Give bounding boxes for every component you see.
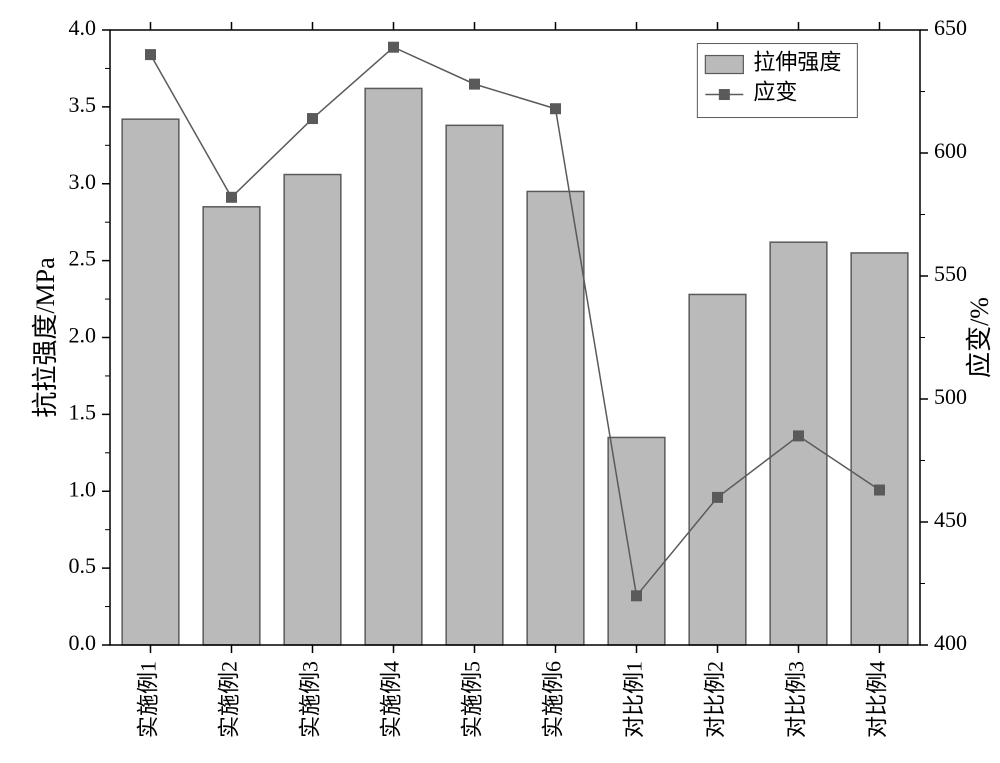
yleft-tick-label: 3.5 (69, 92, 97, 117)
bars-group (122, 88, 908, 645)
yright-tick-label: 550 (934, 261, 967, 286)
yleft-tick-label: 0.5 (69, 553, 97, 578)
line-marker (389, 42, 399, 52)
line-marker (794, 431, 804, 441)
legend-line-marker (719, 90, 729, 100)
yleft-tick-label: 2.5 (69, 246, 97, 271)
x-tick-label: 对比例2 (703, 661, 728, 738)
x-tick-label: 实施例5 (460, 661, 485, 738)
bar (365, 88, 422, 645)
line-marker (713, 492, 723, 502)
bar (284, 175, 341, 645)
yright-tick-label: 600 (934, 138, 967, 163)
bar (689, 294, 746, 645)
line-marker (470, 79, 480, 89)
yleft-tick-label: 1.0 (69, 476, 97, 501)
x-tick-label: 实施例3 (298, 661, 323, 738)
yright-tick-label: 400 (934, 630, 967, 655)
x-tick-label: 实施例6 (541, 661, 566, 738)
legend-swatch-bar (705, 56, 743, 74)
x-tick-label: 实施例1 (136, 661, 161, 738)
line-marker (551, 104, 561, 114)
x-tick-label: 对比例4 (865, 661, 890, 738)
line-marker (632, 591, 642, 601)
x-tick-label: 实施例2 (217, 661, 242, 738)
line-marker (227, 192, 237, 202)
yright-axis-label: 应变/% (965, 297, 994, 378)
line-marker (308, 114, 318, 124)
bar (851, 253, 908, 645)
chart-svg: 0.0 0.5 1.0 1.5 2.0 2.5 3.0 3.5 4.0 抗拉强度/MPa 400 45… (0, 0, 1000, 763)
bar (203, 207, 260, 645)
bar (446, 125, 503, 645)
bar (770, 242, 827, 645)
yleft-tick-label: 3.0 (69, 169, 97, 194)
bar (608, 437, 665, 645)
chart-container: 0.0 0.5 1.0 1.5 2.0 2.5 3.0 3.5 4.0 抗拉强度/MPa 400 45… (0, 0, 1000, 763)
yright-tick-label: 500 (934, 384, 967, 409)
yleft-axis-label: 抗拉强度/MPa (31, 257, 60, 418)
x-tick-label: 对比例3 (784, 661, 809, 738)
x-tick-label: 对比例1 (622, 661, 647, 738)
yright-tick-label: 450 (934, 507, 967, 532)
legend-label: 应变 (753, 80, 797, 105)
yleft-tick-label: 2.0 (69, 323, 97, 348)
x-tick-label: 实施例4 (379, 661, 404, 738)
yleft-tick-label: 0.0 (69, 630, 97, 655)
yleft-tick-label: 4.0 (69, 15, 97, 40)
line-marker (875, 485, 885, 495)
legend: 拉伸强度应变 (697, 44, 857, 118)
yright-tick-label: 650 (934, 15, 967, 40)
bar (122, 119, 179, 645)
legend-label: 拉伸强度 (753, 50, 841, 75)
bar (527, 191, 584, 645)
yleft-tick-label: 1.5 (69, 399, 97, 424)
line-marker (146, 50, 156, 60)
